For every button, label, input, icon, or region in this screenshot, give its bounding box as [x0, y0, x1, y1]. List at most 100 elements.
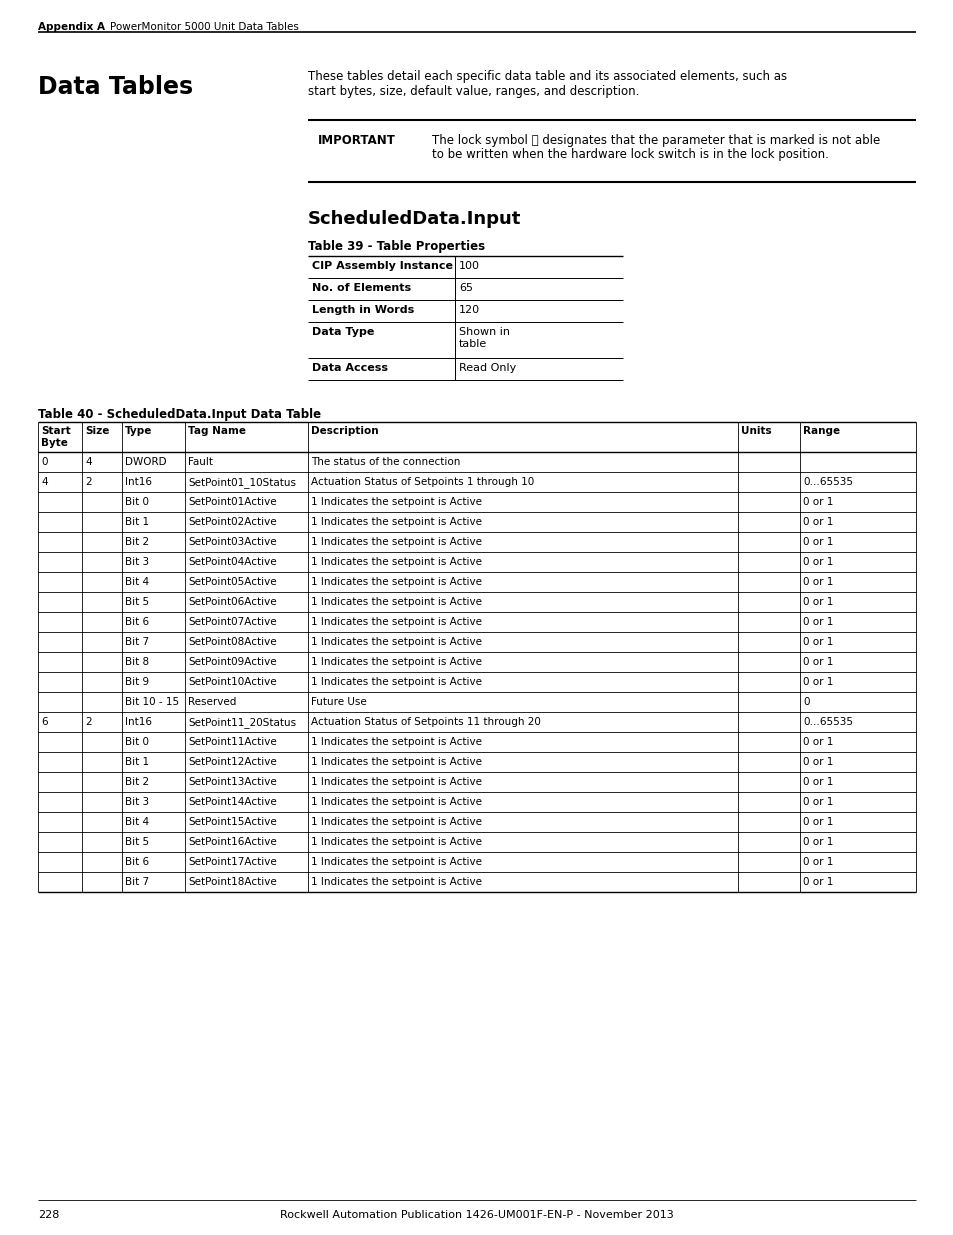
Text: 0 or 1: 0 or 1: [802, 818, 833, 827]
Text: Bit 8: Bit 8: [125, 657, 149, 667]
Text: 0: 0: [802, 697, 809, 706]
Text: 1 Indicates the setpoint is Active: 1 Indicates the setpoint is Active: [311, 757, 481, 767]
Text: Bit 5: Bit 5: [125, 837, 149, 847]
Text: CIP Assembly Instance: CIP Assembly Instance: [312, 261, 453, 270]
Text: 2: 2: [85, 718, 91, 727]
Text: Bit 2: Bit 2: [125, 777, 149, 787]
Text: 1 Indicates the setpoint is Active: 1 Indicates the setpoint is Active: [311, 517, 481, 527]
Text: 120: 120: [458, 305, 479, 315]
Text: PowerMonitor 5000 Unit Data Tables: PowerMonitor 5000 Unit Data Tables: [110, 22, 298, 32]
Text: start bytes, size, default value, ranges, and description.: start bytes, size, default value, ranges…: [308, 85, 639, 98]
Text: DWORD: DWORD: [125, 457, 167, 467]
Text: SetPoint01_10Status: SetPoint01_10Status: [188, 477, 295, 488]
Text: ScheduledData.Input: ScheduledData.Input: [308, 210, 521, 228]
Text: SetPoint07Active: SetPoint07Active: [188, 618, 276, 627]
Text: 0 or 1: 0 or 1: [802, 677, 833, 687]
Text: Appendix A: Appendix A: [38, 22, 105, 32]
Text: Bit 5: Bit 5: [125, 597, 149, 606]
Text: Reserved: Reserved: [188, 697, 236, 706]
Text: 1 Indicates the setpoint is Active: 1 Indicates the setpoint is Active: [311, 657, 481, 667]
Text: 1 Indicates the setpoint is Active: 1 Indicates the setpoint is Active: [311, 577, 481, 587]
Text: Bit 1: Bit 1: [125, 517, 149, 527]
Text: 1 Indicates the setpoint is Active: 1 Indicates the setpoint is Active: [311, 737, 481, 747]
Text: SetPoint06Active: SetPoint06Active: [188, 597, 276, 606]
Text: Bit 3: Bit 3: [125, 797, 149, 806]
Text: 2: 2: [85, 477, 91, 487]
Text: Length in Words: Length in Words: [312, 305, 414, 315]
Text: 0 or 1: 0 or 1: [802, 657, 833, 667]
Text: Future Use: Future Use: [311, 697, 366, 706]
Text: 0 or 1: 0 or 1: [802, 797, 833, 806]
Text: 0 or 1: 0 or 1: [802, 737, 833, 747]
Text: 1 Indicates the setpoint is Active: 1 Indicates the setpoint is Active: [311, 877, 481, 887]
Text: 0…65535: 0…65535: [802, 477, 852, 487]
Text: SetPoint14Active: SetPoint14Active: [188, 797, 276, 806]
Text: 0 or 1: 0 or 1: [802, 777, 833, 787]
Text: SetPoint18Active: SetPoint18Active: [188, 877, 276, 887]
Text: Bit 6: Bit 6: [125, 857, 149, 867]
Text: Actuation Status of Setpoints 1 through 10: Actuation Status of Setpoints 1 through …: [311, 477, 534, 487]
Text: SetPoint09Active: SetPoint09Active: [188, 657, 276, 667]
Text: SetPoint03Active: SetPoint03Active: [188, 537, 276, 547]
Text: SetPoint15Active: SetPoint15Active: [188, 818, 276, 827]
Text: Data Tables: Data Tables: [38, 75, 193, 99]
Text: SetPoint16Active: SetPoint16Active: [188, 837, 276, 847]
Text: SetPoint11Active: SetPoint11Active: [188, 737, 276, 747]
Text: 0…65535: 0…65535: [802, 718, 852, 727]
Text: 0 or 1: 0 or 1: [802, 637, 833, 647]
Text: SetPoint01Active: SetPoint01Active: [188, 496, 276, 508]
Text: IMPORTANT: IMPORTANT: [317, 135, 395, 147]
Text: SetPoint05Active: SetPoint05Active: [188, 577, 276, 587]
Text: 1 Indicates the setpoint is Active: 1 Indicates the setpoint is Active: [311, 537, 481, 547]
Text: These tables detail each specific data table and its associated elements, such a: These tables detail each specific data t…: [308, 70, 786, 83]
Text: SetPoint10Active: SetPoint10Active: [188, 677, 276, 687]
Text: Size: Size: [85, 426, 110, 436]
Text: Bit 6: Bit 6: [125, 618, 149, 627]
Text: 0 or 1: 0 or 1: [802, 537, 833, 547]
Text: 1 Indicates the setpoint is Active: 1 Indicates the setpoint is Active: [311, 677, 481, 687]
Text: Start
Byte: Start Byte: [41, 426, 71, 448]
Text: Read Only: Read Only: [458, 363, 516, 373]
Text: Bit 3: Bit 3: [125, 557, 149, 567]
Text: 228: 228: [38, 1210, 59, 1220]
Text: 0 or 1: 0 or 1: [802, 517, 833, 527]
Text: SetPoint02Active: SetPoint02Active: [188, 517, 276, 527]
Text: Bit 1: Bit 1: [125, 757, 149, 767]
Text: Bit 4: Bit 4: [125, 818, 149, 827]
Text: Data Access: Data Access: [312, 363, 388, 373]
Text: Table 39 - Table Properties: Table 39 - Table Properties: [308, 240, 485, 253]
Text: Table 40 - ScheduledData.Input Data Table: Table 40 - ScheduledData.Input Data Tabl…: [38, 408, 321, 421]
Text: Bit 7: Bit 7: [125, 877, 149, 887]
Text: Bit 0: Bit 0: [125, 737, 149, 747]
Text: 0 or 1: 0 or 1: [802, 557, 833, 567]
Text: 0 or 1: 0 or 1: [802, 857, 833, 867]
Text: No. of Elements: No. of Elements: [312, 283, 411, 293]
Text: Actuation Status of Setpoints 11 through 20: Actuation Status of Setpoints 11 through…: [311, 718, 540, 727]
Text: 65: 65: [458, 283, 473, 293]
Text: 0 or 1: 0 or 1: [802, 496, 833, 508]
Text: 1 Indicates the setpoint is Active: 1 Indicates the setpoint is Active: [311, 618, 481, 627]
Text: Data Type: Data Type: [312, 327, 374, 337]
Text: Shown in
table: Shown in table: [458, 327, 510, 350]
Text: 100: 100: [458, 261, 479, 270]
Text: 1 Indicates the setpoint is Active: 1 Indicates the setpoint is Active: [311, 777, 481, 787]
Text: SetPoint17Active: SetPoint17Active: [188, 857, 276, 867]
Text: 1 Indicates the setpoint is Active: 1 Indicates the setpoint is Active: [311, 797, 481, 806]
Text: The status of the connection: The status of the connection: [311, 457, 460, 467]
Text: Bit 7: Bit 7: [125, 637, 149, 647]
Text: 1 Indicates the setpoint is Active: 1 Indicates the setpoint is Active: [311, 857, 481, 867]
Text: Bit 4: Bit 4: [125, 577, 149, 587]
Text: 4: 4: [41, 477, 48, 487]
Text: 1 Indicates the setpoint is Active: 1 Indicates the setpoint is Active: [311, 637, 481, 647]
Text: The lock symbol 🔒 designates that the parameter that is marked is not able: The lock symbol 🔒 designates that the pa…: [432, 135, 880, 147]
Text: Units: Units: [740, 426, 771, 436]
Text: 1 Indicates the setpoint is Active: 1 Indicates the setpoint is Active: [311, 818, 481, 827]
Text: Type: Type: [125, 426, 152, 436]
Text: Rockwell Automation Publication 1426-UM001F-EN-P - November 2013: Rockwell Automation Publication 1426-UM0…: [280, 1210, 673, 1220]
Text: 0: 0: [41, 457, 48, 467]
Text: SetPoint04Active: SetPoint04Active: [188, 557, 276, 567]
Text: 1 Indicates the setpoint is Active: 1 Indicates the setpoint is Active: [311, 496, 481, 508]
Text: 0 or 1: 0 or 1: [802, 837, 833, 847]
Text: SetPoint11_20Status: SetPoint11_20Status: [188, 718, 295, 727]
Text: 0 or 1: 0 or 1: [802, 877, 833, 887]
